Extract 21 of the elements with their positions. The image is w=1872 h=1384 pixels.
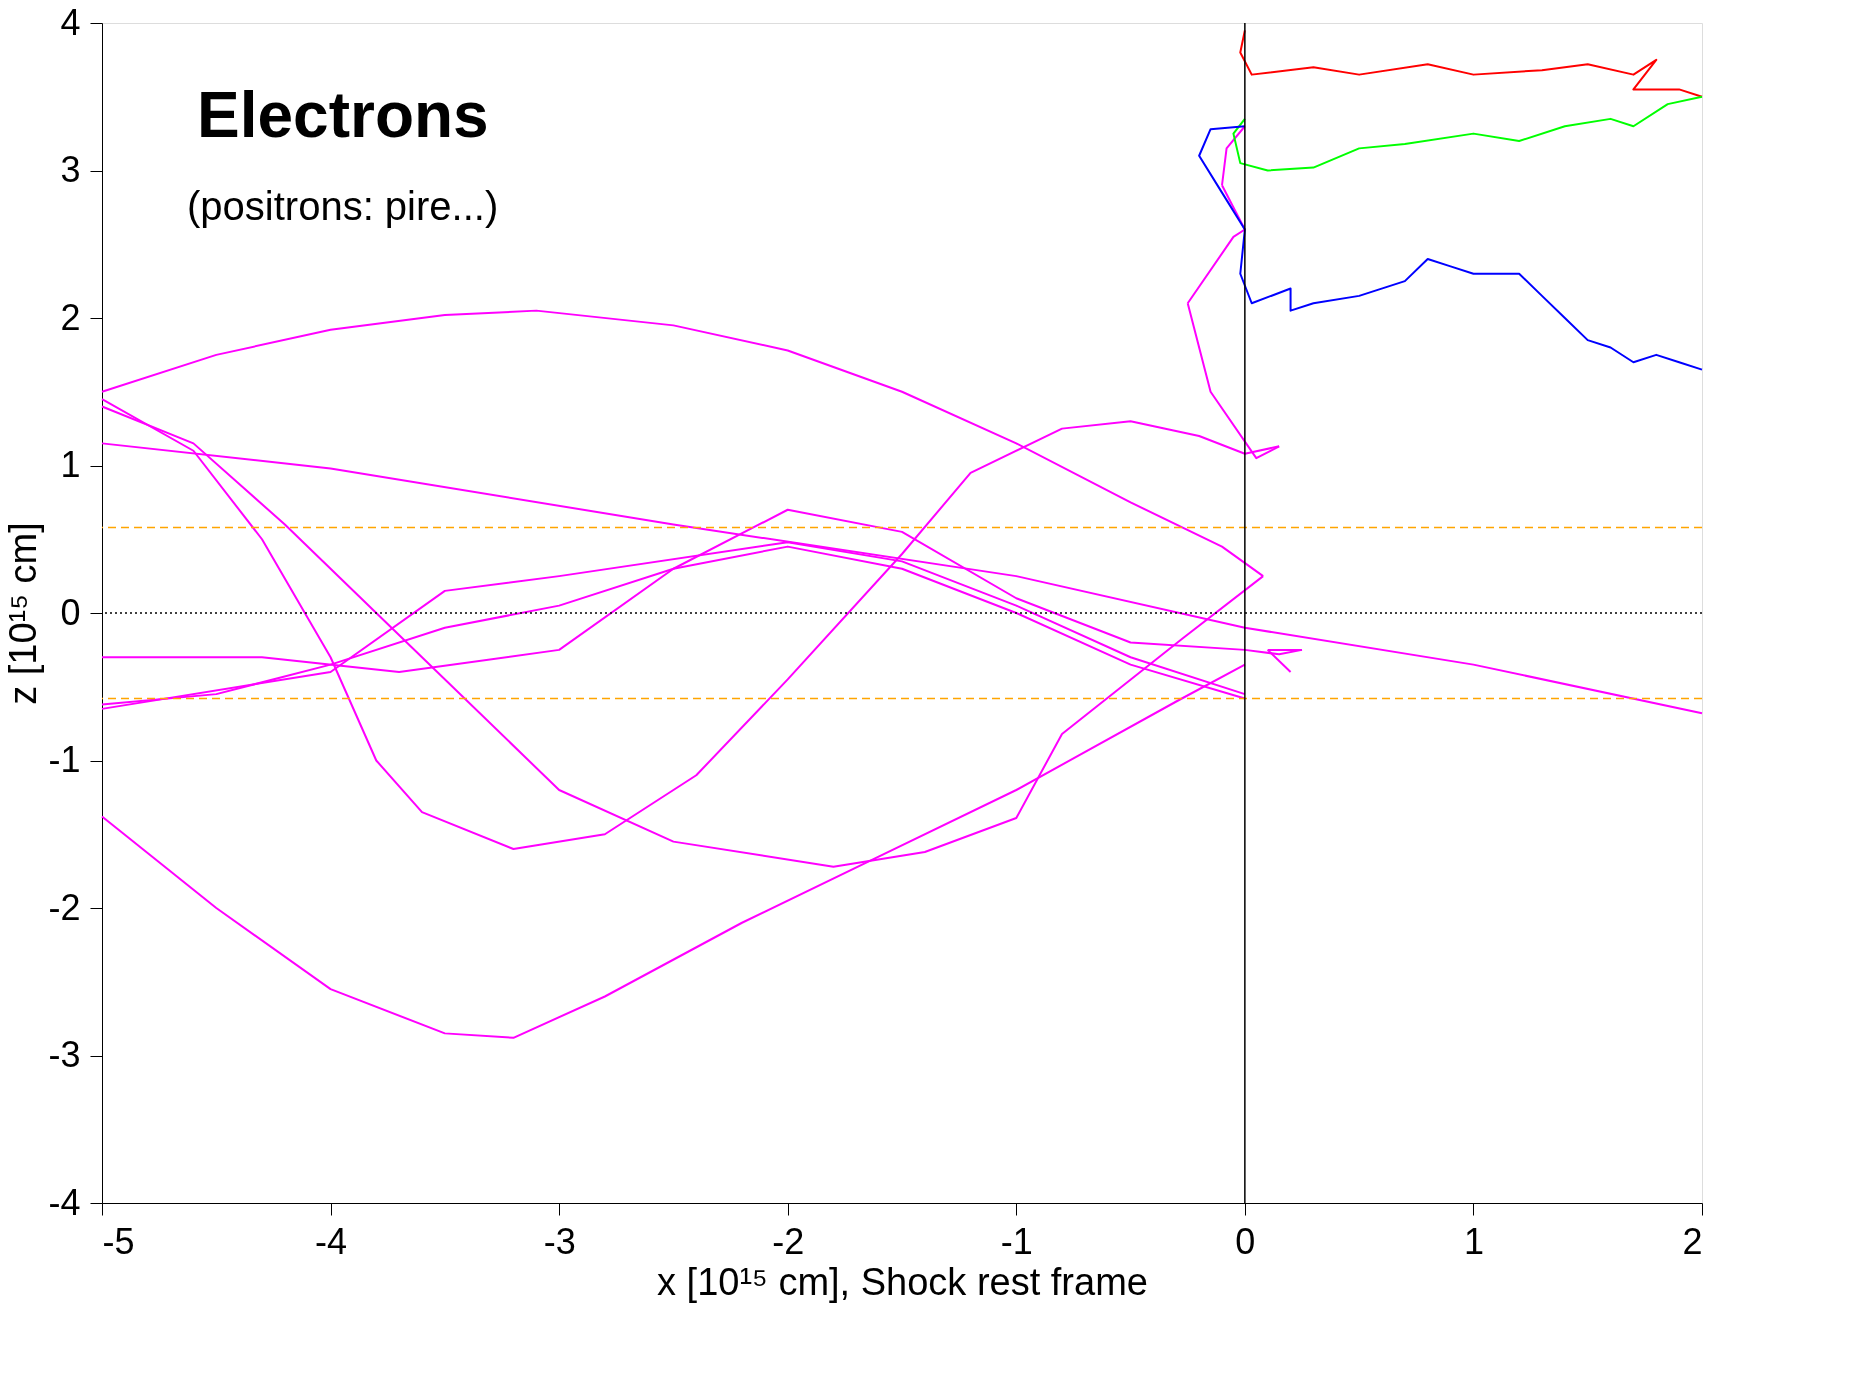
y-tick-label: -3	[48, 1034, 81, 1075]
x-tick-label: 0	[1235, 1220, 1256, 1262]
x-tick-label: -3	[543, 1220, 576, 1262]
x-tick-label: 2	[1682, 1220, 1703, 1262]
x-tick-label: 1	[1463, 1220, 1484, 1262]
y-tick-label: 1	[60, 444, 81, 485]
y-axis-title: z [10¹⁵ cm]	[2, 522, 45, 705]
x-tick-label: -1	[1000, 1220, 1033, 1262]
y-tick-label: 4	[60, 1, 81, 43]
y-tick-label: -2	[48, 886, 81, 928]
annotation: Electrons	[197, 79, 489, 151]
x-tick-label: -4	[315, 1220, 348, 1262]
y-tick-label: 0	[60, 591, 81, 633]
y-tick-label: -4	[48, 1181, 81, 1223]
x-axis-title: x [10¹⁵ cm], Shock rest frame	[657, 1260, 1148, 1303]
x-tick-label: -2	[772, 1220, 805, 1262]
y-tick-label: -1	[48, 739, 81, 780]
y-tick-label: 3	[60, 149, 81, 190]
y-tick-label: 2	[60, 296, 81, 338]
annotation: (positrons: pire...)	[187, 184, 499, 228]
x-tick-label: -5	[102, 1220, 135, 1262]
